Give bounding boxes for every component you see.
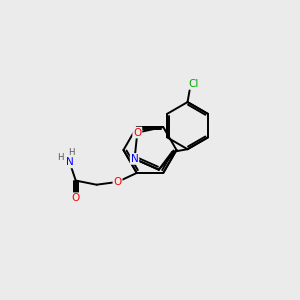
Text: H: H (58, 153, 64, 162)
Text: O: O (133, 128, 142, 138)
Text: N: N (66, 158, 74, 167)
Text: O: O (113, 177, 122, 187)
Text: O: O (72, 193, 80, 203)
Text: H: H (68, 148, 74, 157)
Text: Cl: Cl (189, 79, 199, 88)
Text: N: N (131, 154, 138, 164)
